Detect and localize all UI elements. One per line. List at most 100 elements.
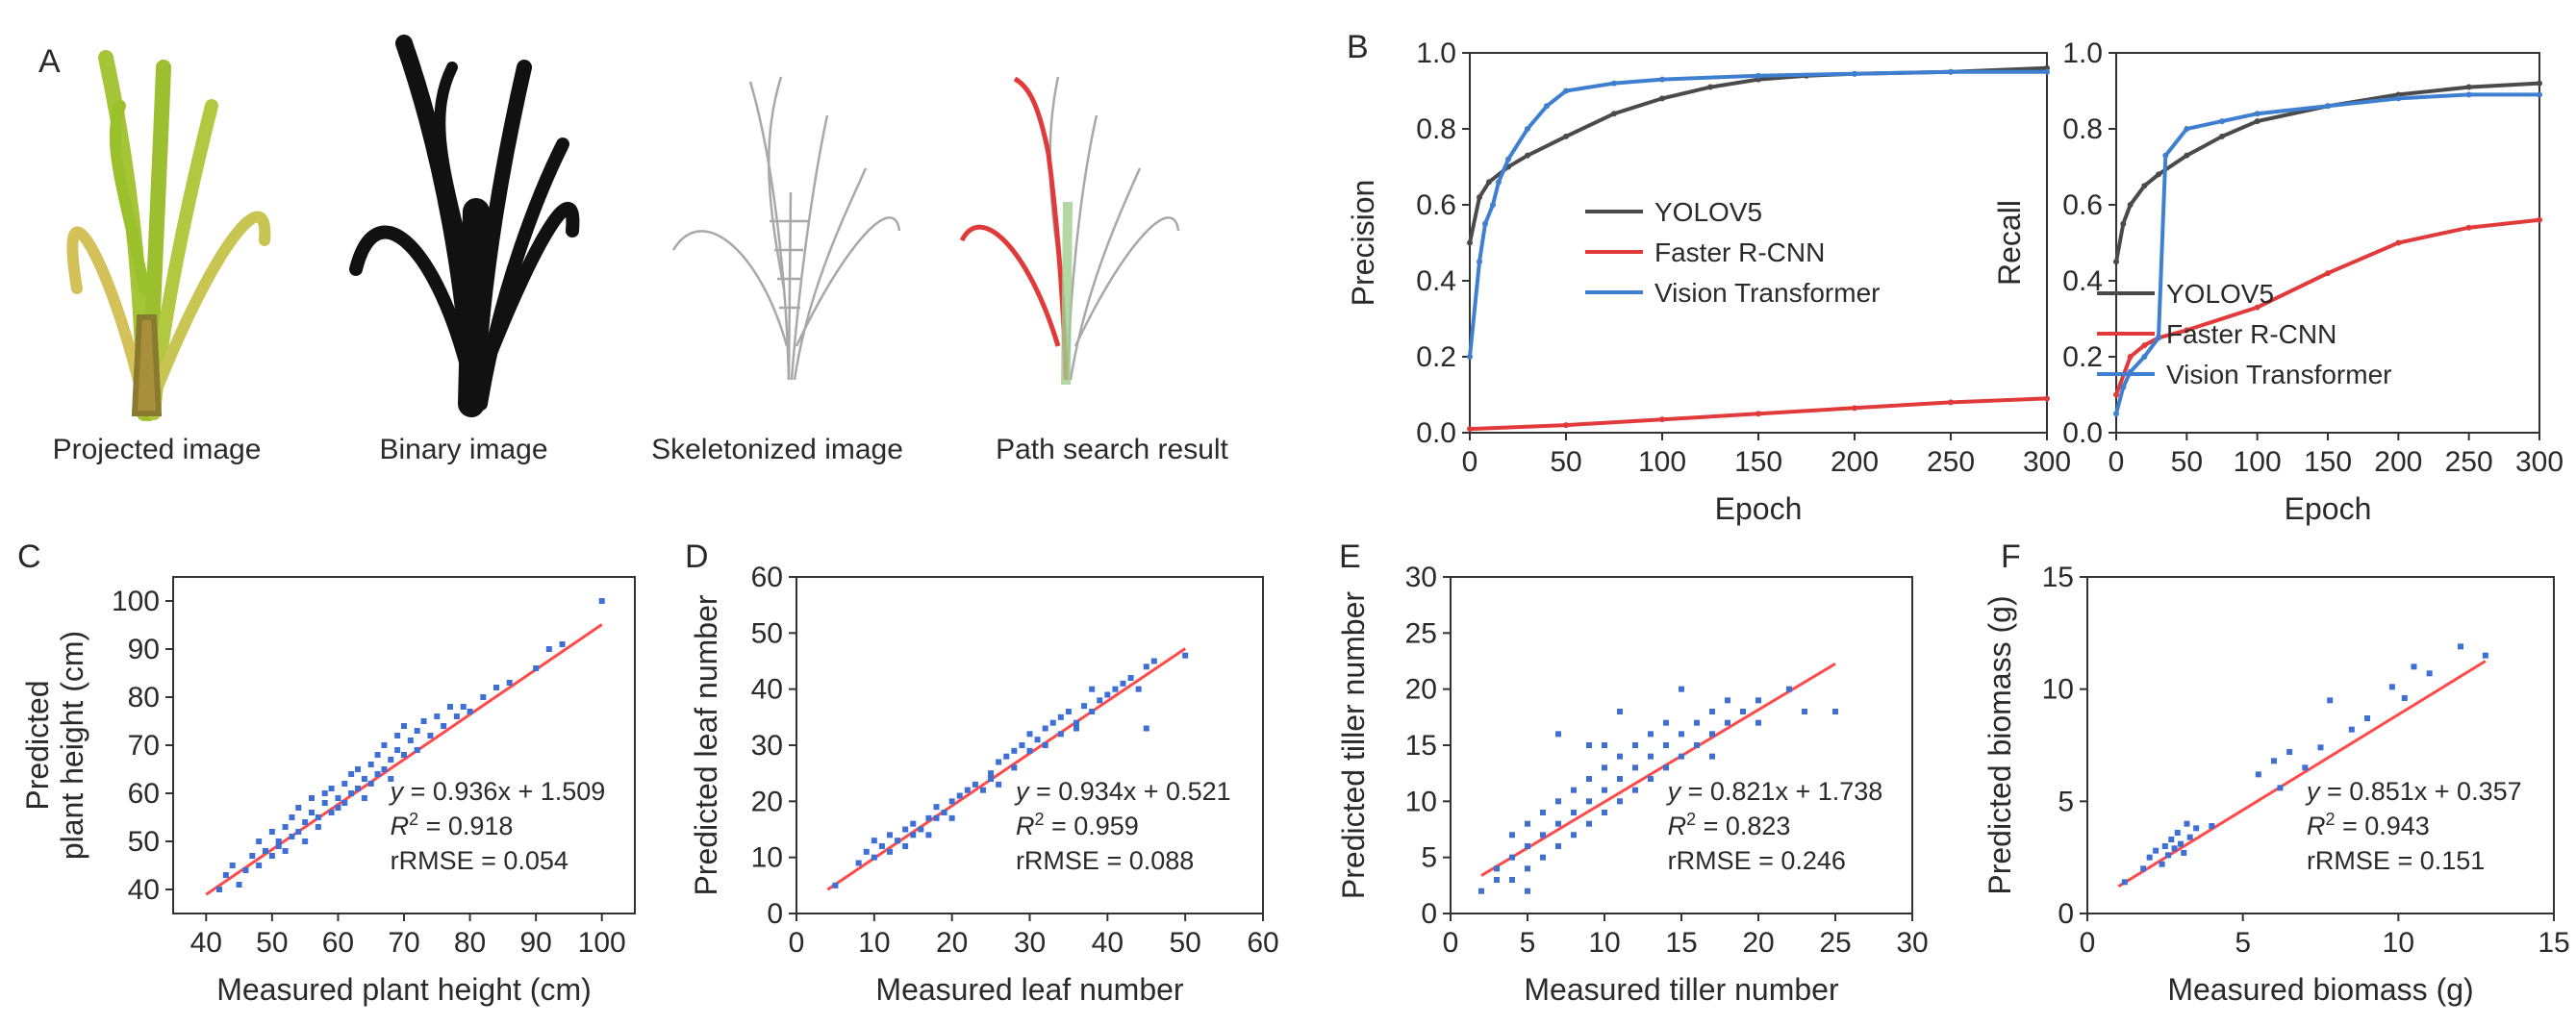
scatter-point — [295, 805, 302, 811]
scatter-point — [414, 747, 420, 753]
series-point-yolo — [2156, 171, 2161, 178]
y-tick-label: 0.4 — [1416, 265, 1456, 297]
series-point-yolo — [1467, 239, 1473, 246]
scatter-point — [895, 838, 901, 844]
scatter-point — [315, 814, 321, 820]
scatter-point — [878, 843, 885, 849]
stem — [458, 198, 490, 417]
x-tick-label: 250 — [2445, 446, 2493, 478]
scatter-point — [2178, 840, 2184, 847]
y-tick-label: 15 — [2042, 562, 2074, 593]
fit-r2: R2 = 0.959 — [1016, 810, 1139, 840]
scatter-point — [2121, 879, 2128, 886]
scatter-point — [1586, 742, 1592, 748]
x-tick-label: 10 — [858, 927, 890, 959]
scatter-point — [1694, 742, 1700, 748]
scatter-point — [289, 814, 295, 820]
scatter-point — [1540, 854, 1546, 861]
scatter-point — [1097, 697, 1103, 704]
scatter-point — [256, 838, 263, 844]
skeleton-line — [795, 216, 901, 347]
scatter-point — [480, 694, 487, 700]
series-point-frcnn — [2537, 216, 2542, 223]
series-point-frcnn — [2465, 224, 2472, 231]
scatter-point — [2271, 758, 2277, 764]
y-tick-label: 100 — [112, 586, 160, 617]
scatter-point — [2277, 785, 2284, 791]
series-point-yolo — [2465, 84, 2472, 90]
x-tick-label: 100 — [1638, 446, 1686, 478]
chart-f: F 0 5 10 15 0 5 10 15 Measured biomass (g) Predict… — [1983, 538, 2570, 1007]
scatter-point — [1679, 753, 1684, 760]
x-tick-label: 50 — [1550, 446, 1581, 478]
y-tick-label: 15 — [1405, 730, 1437, 762]
scatter-point — [988, 776, 995, 782]
scatter-point — [2168, 837, 2175, 842]
scatter-point — [315, 824, 321, 830]
y-axis-label: Predicted tiller number — [1336, 591, 1371, 899]
legend-label: Vision Transformer — [1654, 278, 1880, 308]
scatter-point — [2171, 845, 2178, 852]
x-axis-label: Measured plant height (cm) — [216, 972, 592, 1007]
series-point-yolo — [1477, 194, 1482, 201]
series-point-yolo — [1611, 111, 1617, 117]
series-point-yolo — [1659, 95, 1665, 102]
scatter-point — [1540, 810, 1546, 815]
scatter-point — [1073, 725, 1079, 732]
scatter-point — [493, 685, 499, 690]
scatter-point — [374, 771, 381, 777]
y-tick-label: 0.2 — [2062, 341, 2103, 373]
scatter-point — [545, 646, 552, 652]
x-axis-label: Epoch — [2285, 491, 2372, 526]
x-tick-label: 15 — [1665, 927, 1697, 959]
projected-plant-image — [66, 50, 271, 421]
y-tick-label: 1.0 — [2062, 38, 2103, 69]
scatter-point — [268, 829, 275, 835]
scatter-point — [1571, 832, 1577, 838]
y-axis-label: Predicted leaf number — [689, 594, 723, 895]
y-tick-label: 20 — [1405, 674, 1437, 706]
fit-r2: R2 = 0.918 — [391, 810, 514, 840]
legend-label: YOLOV5 — [2166, 279, 2274, 309]
series-point-frcnn — [2044, 395, 2050, 402]
scatter-point — [1648, 731, 1654, 738]
scatter-point — [216, 887, 222, 892]
scatter-point — [1073, 719, 1079, 726]
y-tick-label: 30 — [751, 730, 783, 762]
scatter-point — [887, 832, 893, 838]
series-point-vit — [1477, 259, 1482, 265]
y-tick-label: 0.8 — [2062, 113, 2103, 145]
caption-projected: Projected image — [53, 434, 262, 465]
series-point-yolo — [2184, 152, 2190, 159]
scatter-point — [2146, 854, 2153, 861]
series-point-frcnn — [2141, 342, 2148, 349]
fit-line — [2117, 660, 2487, 888]
scatter-point — [1663, 764, 1669, 771]
scatter-point — [559, 641, 566, 647]
scatter-point — [1555, 843, 1561, 849]
x-tick-label: 40 — [190, 927, 222, 959]
scatter-point — [381, 766, 388, 772]
scatter-point — [902, 826, 909, 833]
scatter-point — [256, 863, 263, 868]
series-point-vit — [2537, 91, 2542, 98]
scatter-point — [1709, 731, 1715, 738]
scatter-point — [1602, 787, 1607, 793]
scatter-point — [1081, 703, 1088, 710]
fit-line — [1480, 662, 1836, 877]
series-point-vit — [1482, 220, 1488, 227]
scatter-point — [1182, 652, 1189, 659]
y-axis-label: Predicted — [20, 680, 55, 810]
scatter-point — [2426, 670, 2433, 677]
scatter-point — [1042, 725, 1048, 732]
scatter-point — [1003, 753, 1010, 760]
y-tick-label: 0 — [2058, 898, 2074, 930]
scatter-point — [2327, 697, 2334, 704]
x-axis-label: Measured tiller number — [1524, 972, 1839, 1007]
x-tick-label: 0 — [2109, 446, 2125, 478]
scatter-point — [863, 848, 870, 855]
x-tick-label: 300 — [2023, 446, 2071, 478]
legend-label: YOLOV5 — [1654, 197, 1762, 227]
panel-letter-c: C — [17, 538, 41, 575]
